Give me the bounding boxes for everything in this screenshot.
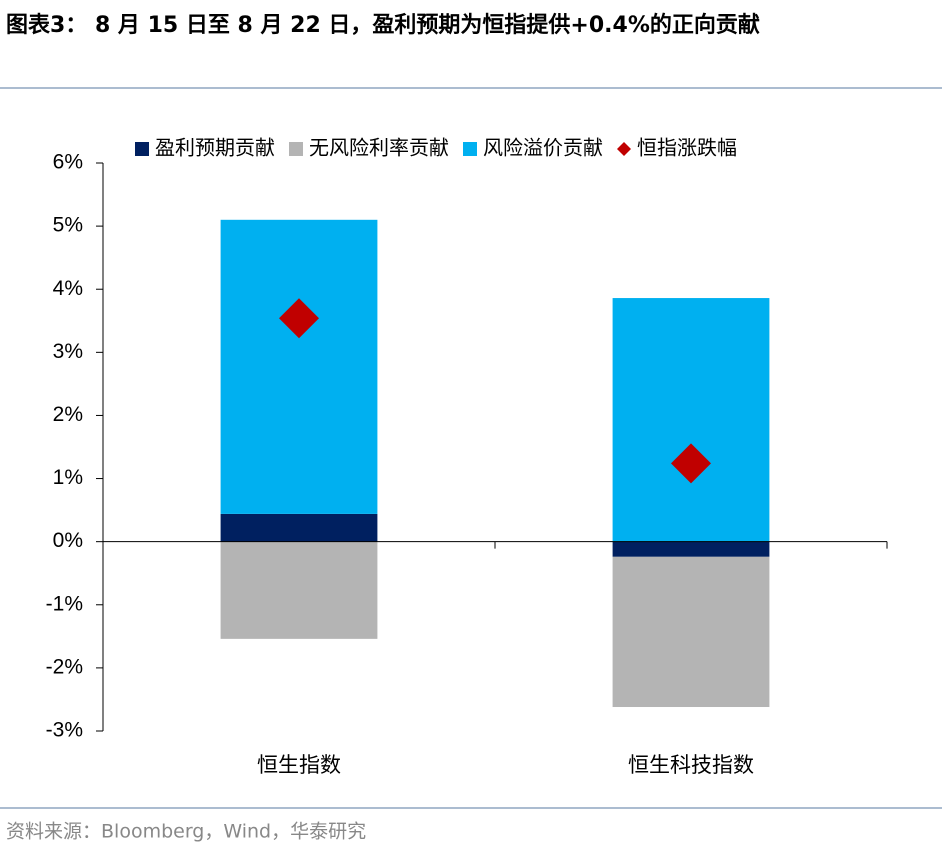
bar	[612, 298, 770, 542]
y-tick-label: -1%	[46, 592, 83, 615]
x-tick-label: 恒生科技指数	[628, 753, 754, 777]
legend-label: 盈利预期贡献	[155, 136, 275, 160]
legend-label: 恒指涨跌幅	[637, 136, 737, 160]
y-tick-label: 2%	[53, 403, 83, 426]
y-tick-label: 0%	[53, 529, 83, 552]
bar	[612, 541, 770, 557]
bar	[220, 219, 378, 514]
y-tick-label: -3%	[46, 719, 83, 742]
legend-swatch	[135, 142, 149, 156]
y-tick-label: 4%	[53, 277, 83, 300]
bar	[220, 513, 378, 542]
legend-label: 风险溢价贡献	[483, 136, 603, 160]
y-tick-label: 5%	[53, 214, 83, 237]
legend-label: 无风险利率贡献	[309, 136, 449, 160]
legend-swatch	[463, 142, 477, 156]
marker	[279, 298, 319, 339]
source-note: 资料来源：Bloomberg，Wind，华泰研究	[6, 821, 366, 843]
y-tick-label: 6%	[53, 151, 83, 174]
x-tick-label: 恒生指数	[257, 753, 341, 777]
y-tick-label: 1%	[53, 466, 83, 489]
marker	[671, 443, 711, 484]
y-tick-label: -2%	[46, 655, 83, 678]
y-tick-label: 3%	[53, 340, 83, 363]
bar	[220, 541, 378, 639]
bar	[612, 556, 770, 708]
legend-swatch	[289, 142, 303, 156]
chart-title: 图表3： 8 月 15 日至 8 月 22 日，盈利预期为恒指提供+0.4%的正…	[6, 13, 760, 38]
legend-swatch	[617, 142, 631, 156]
